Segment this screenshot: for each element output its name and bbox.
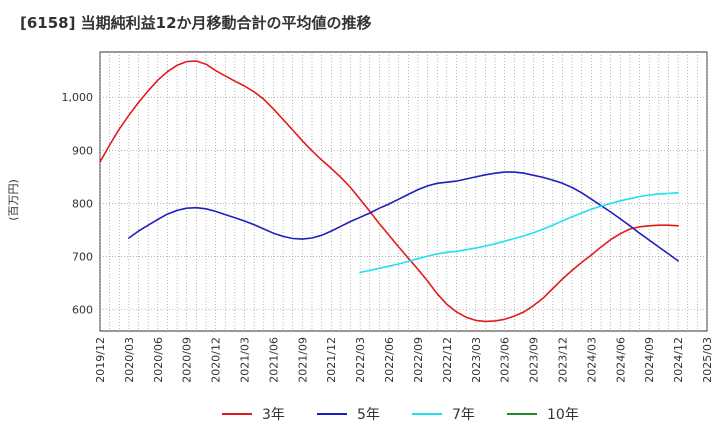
- x-tick-label: 2023/03: [470, 337, 483, 383]
- plot-area: [99, 51, 708, 332]
- x-tick-label: 2020/09: [181, 337, 194, 383]
- x-tick-label: 2021/03: [239, 337, 252, 383]
- y-axis-tick-labels: 600 700 800 900 1,000: [62, 91, 94, 317]
- x-tick-label: 2021/06: [267, 337, 280, 383]
- x-tick-label: 2023/12: [556, 337, 569, 383]
- x-tick-label: 2024/03: [585, 337, 598, 383]
- x-tick-label: 2024/06: [614, 337, 627, 383]
- y-tick-label: 900: [72, 144, 93, 157]
- y-tick-label: 800: [72, 197, 93, 210]
- series-line-3年: [99, 60, 679, 323]
- y-tick-label: 700: [72, 251, 93, 264]
- series-line-7年: [359, 192, 679, 274]
- x-tick-label: 2022/06: [383, 337, 396, 383]
- x-tick-label: 2024/12: [672, 337, 685, 383]
- legend-label: 3年: [262, 407, 285, 423]
- y-tick-label: 1,000: [62, 91, 94, 104]
- x-tick-label: 2020/03: [123, 337, 136, 383]
- x-tick-label: 2023/09: [528, 337, 541, 383]
- grid-lines: [99, 52, 708, 331]
- x-tick-label: 2022/03: [354, 337, 367, 383]
- x-tick-label: 2024/09: [643, 337, 656, 383]
- chart-title: [6158] 当期純利益12か月移動合計の平均値の推移: [20, 14, 372, 32]
- legend-label: 7年: [452, 407, 475, 423]
- x-tick-label: 2023/06: [499, 337, 512, 383]
- x-tick-label: 2020/06: [152, 337, 165, 383]
- x-tick-label: 2020/12: [210, 337, 223, 383]
- x-tick-label: 2021/12: [325, 337, 338, 383]
- plot-border: [99, 51, 708, 332]
- y-axis-label: (百万円): [7, 179, 20, 221]
- x-tick-label: 2019/12: [94, 337, 107, 383]
- legend: 3年 5年 7年 10年: [222, 407, 579, 423]
- y-tick-label: 600: [72, 304, 93, 317]
- legend-label: 10年: [547, 407, 579, 423]
- x-tick-label: 2022/09: [412, 337, 425, 383]
- x-tick-label: 2021/09: [296, 337, 309, 383]
- x-tick-label: 2022/12: [441, 337, 454, 383]
- series-line-5年: [128, 171, 679, 262]
- series-lines: [99, 60, 679, 323]
- x-tick-label: 2025/03: [701, 337, 714, 383]
- legend-label: 5年: [357, 407, 380, 423]
- x-axis-tick-labels: 2019/12 2020/03 2020/06 2020/09 2020/12 2021/…: [94, 337, 714, 383]
